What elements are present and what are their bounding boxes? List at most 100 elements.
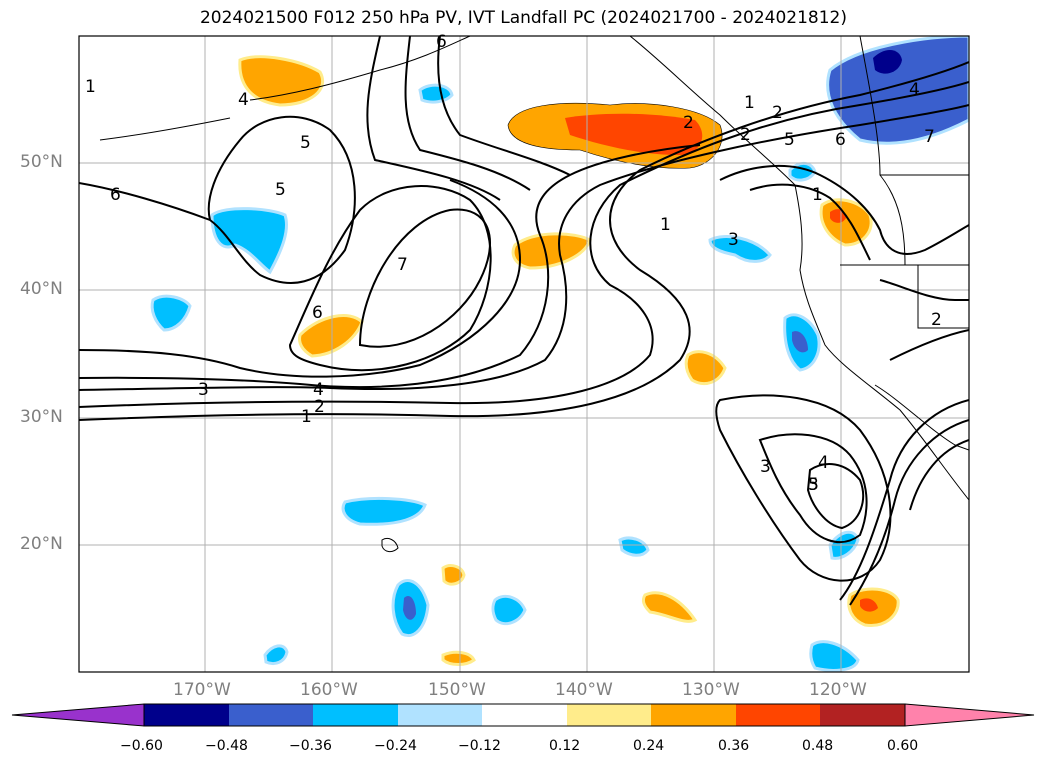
colorbar-segment (736, 704, 820, 726)
shade-neg-ne-core (873, 49, 902, 74)
contour-label: 2 (772, 103, 783, 123)
contour-south-trough (715, 394, 892, 582)
contour-label: 2 (931, 310, 942, 330)
contour-label: 6 (436, 32, 447, 52)
lon-label-140w: 140°W (555, 680, 613, 700)
coast-alaska (249, 36, 471, 101)
contour-label: 5 (808, 475, 819, 495)
contour-label: 1 (85, 77, 96, 97)
contour-label: 3 (808, 475, 819, 495)
shade-neg-hawaii (341, 496, 427, 526)
shade-neg-ne (826, 36, 969, 145)
shade-pos-center (298, 314, 364, 358)
coastlines (99, 36, 969, 553)
shade-pos-hi (684, 350, 727, 385)
contour-label: 4 (313, 380, 324, 400)
contour-5 (79, 179, 522, 378)
contour-label: 5 (784, 130, 795, 150)
contour-label: 1 (660, 215, 671, 235)
contour-label: 1 (744, 93, 755, 113)
contour-west-loop3 (437, 36, 571, 176)
lat-label-20: 20°N (20, 534, 63, 554)
contour-label: 1 (301, 407, 312, 427)
border-us (879, 174, 969, 266)
lat-label-50: 50°N (20, 152, 63, 172)
colorbar-tick-label: −0.12 (458, 738, 501, 754)
shade-pos-s2 (441, 564, 466, 586)
colorbar-border (143, 703, 906, 727)
pv-contours (79, 36, 969, 606)
coast-mexico (874, 384, 969, 451)
colorbar-tick-label: 0.36 (718, 738, 750, 754)
colorbar-extend-high (904, 703, 1035, 727)
contour-label: 3 (760, 457, 771, 477)
colorbar-tick-label: −0.48 (205, 738, 248, 754)
contour-label: 2 (683, 113, 694, 133)
colorbar-tick-label: 0.12 (549, 738, 581, 754)
lon-label-160w: 160°W (300, 680, 358, 700)
colorbar-segment (567, 704, 651, 726)
colorbar-tick-label: −0.36 (289, 738, 332, 754)
island-hawaii (381, 537, 399, 553)
plot-title: 2024021500 F012 250 hPa PV, IVT Landfall… (199, 8, 847, 28)
shade-neg-bc (708, 235, 772, 263)
colorbar-segment (651, 704, 736, 726)
contour-7 (358, 208, 491, 348)
colorbar-segment (313, 704, 398, 726)
contour-east-3 (909, 439, 969, 511)
contour-label: 1 (812, 185, 823, 205)
lon-label-170w: 170°W (173, 680, 231, 700)
colorbar-tick-label: −0.60 (120, 738, 163, 754)
contour-6-center (288, 185, 492, 372)
shade-pos-sw-core (860, 598, 878, 612)
shade-pos-mid (511, 232, 592, 270)
colorbar-segment (820, 704, 905, 726)
border-us2 (840, 264, 969, 329)
lon-label-120w: 120°W (809, 680, 867, 700)
contour-ca-4 (889, 329, 969, 361)
contour-label: 6 (312, 303, 323, 323)
lon-label-150w: 150°W (428, 680, 486, 700)
colorbar (11, 703, 1035, 727)
colorbar-tick-label: −0.24 (374, 738, 417, 754)
map-frame (78, 35, 970, 673)
pv-shading (150, 36, 969, 672)
contour-label: 3 (198, 380, 209, 400)
shade-neg-s3 (618, 536, 650, 557)
shade-neg-s2 (491, 594, 527, 626)
contour-label: 4 (818, 453, 829, 473)
contour-1-south (79, 61, 969, 421)
lat-label-30: 30°N (20, 407, 63, 427)
shade-pos-nw (238, 55, 324, 107)
gridlines (79, 36, 969, 672)
contour-east-1 (839, 399, 969, 601)
contour-ca-1 (719, 165, 969, 255)
shade-neg-w (210, 207, 288, 275)
colorbar-tick-label: 0.60 (887, 738, 919, 754)
contour-south-core (806, 463, 865, 530)
contour-label: 2 (314, 397, 325, 417)
contour-ca-2 (749, 183, 871, 261)
colorbar-segment (229, 704, 313, 726)
contour-label: 2 (740, 125, 751, 145)
contour-label: 5 (300, 133, 311, 153)
shade-neg-baja-core (792, 331, 808, 353)
colorbar-segment (482, 704, 567, 726)
contour-label: 7 (397, 255, 408, 275)
coast-westcoast (794, 184, 969, 501)
contour-east-2 (849, 419, 969, 606)
shade-neg-n1 (418, 83, 454, 104)
contour-4 (79, 144, 701, 389)
contour-west-loop2 (404, 36, 531, 191)
lat-label-40: 40°N (20, 279, 63, 299)
contour-label: 5 (275, 180, 286, 200)
colorbar-extend-low (11, 703, 145, 727)
shade-pos-s3 (441, 650, 476, 666)
contour-label: 3 (728, 230, 739, 250)
coast-bc (629, 36, 796, 186)
shade-pos-s1 (641, 591, 698, 623)
colorbar-tick-label: 0.24 (633, 738, 665, 754)
shade-pos-cal-core (830, 209, 846, 223)
contour-label-group: 1 2 3 4 5 6 7 6 5 4 3 2 1 1 2 4 5 6 7 1 … (85, 32, 942, 495)
